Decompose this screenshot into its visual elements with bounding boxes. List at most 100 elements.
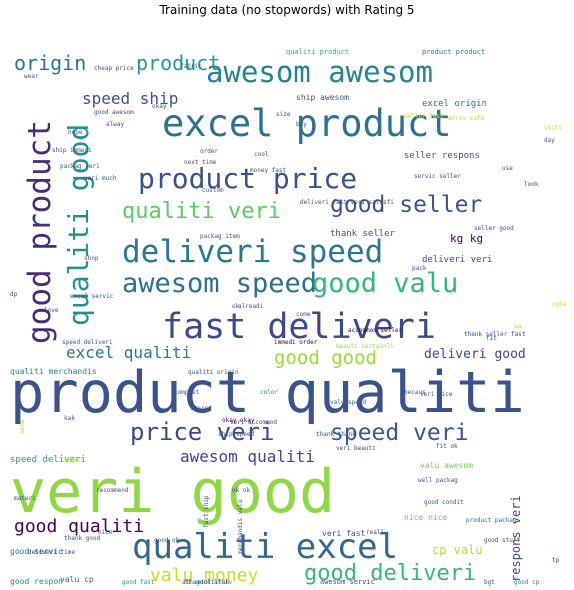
word-64: beauti certainli <box>336 343 394 350</box>
word-41: valu cp <box>60 575 94 584</box>
word-115: materi <box>14 495 36 502</box>
word-2: excel product <box>162 102 452 145</box>
word-65: immedi order <box>274 339 318 346</box>
word-105: wear <box>24 73 39 80</box>
word-32: deliveri veri <box>422 255 492 265</box>
word-58: good fast <box>122 579 155 586</box>
word-12: price veri <box>130 418 275 446</box>
word-78: use <box>502 165 513 172</box>
word-101: bgt <box>484 579 495 586</box>
word-113: nice <box>98 529 113 536</box>
word-40: good respon <box>10 577 63 586</box>
word-29: excel origin <box>422 99 487 109</box>
word-18: product <box>136 51 220 75</box>
word-22: excel qualiti <box>66 343 191 362</box>
word-92: okay <box>152 103 167 110</box>
word-49: excel servic <box>70 293 114 300</box>
word-90: next time <box>184 159 217 166</box>
word-33: speed deliveri <box>10 455 86 465</box>
word-0: veri good <box>10 457 335 527</box>
word-67: good stuff <box>484 537 521 544</box>
word-30: seller respons <box>404 151 480 161</box>
word-17: origin <box>14 51 86 75</box>
word-43: qualiti product <box>286 48 349 56</box>
word-104: fabric <box>180 63 202 70</box>
word-103: cheap price <box>94 65 134 72</box>
word-114: deliveri time <box>28 549 75 556</box>
word-124: dp <box>10 291 18 298</box>
word-44: product product <box>422 48 485 56</box>
word-122: ok ok <box>232 487 250 494</box>
word-109: recommend <box>96 487 129 494</box>
word-117: speed deliveri <box>62 339 113 346</box>
word-35: ship awesom <box>296 93 349 102</box>
word-76: okay okay <box>222 417 255 424</box>
word-88: servic seller <box>414 173 461 180</box>
word-85: cool <box>254 151 269 158</box>
word-87: packag veri <box>60 163 100 170</box>
word-123: tp <box>552 557 560 564</box>
word-9: qualiti good <box>62 124 95 326</box>
word-37: nice nice <box>404 513 448 522</box>
word-99: becaus <box>404 389 426 396</box>
word-96: packag item <box>200 233 240 240</box>
word-15: qualiti veri <box>122 199 281 224</box>
word-19: good good <box>274 347 377 369</box>
word-82: buy <box>296 121 307 128</box>
word-119: come <box>296 311 311 318</box>
word-118: good ok <box>154 537 180 544</box>
word-71: store <box>190 405 208 412</box>
word-75: color <box>260 389 278 396</box>
word-93: good awesom <box>94 109 134 116</box>
word-1: product qualiti <box>10 360 525 426</box>
word-36: valu awesom <box>420 461 473 470</box>
word-38: veri fast <box>322 529 366 538</box>
word-72: ok <box>232 303 240 310</box>
word-5: deliveri speed <box>122 234 383 270</box>
word-81: size <box>276 111 291 118</box>
word-60: good cp <box>514 579 540 586</box>
word-13: speed veri <box>330 420 468 446</box>
word-48: good condit <box>424 499 464 506</box>
chart-title: Training data (no stopwords) with Rating… <box>159 3 415 17</box>
word-42: awesom servic <box>320 578 375 586</box>
word-116: super <box>64 457 82 464</box>
word-84: still <box>544 125 562 132</box>
word-56: merchandis valu <box>237 499 244 554</box>
word-107: reall <box>366 529 384 536</box>
word-34: qualiti merchandis <box>10 367 97 376</box>
word-8: product price <box>138 162 357 195</box>
word-50: veri accommod <box>230 419 277 426</box>
word-6: good product <box>22 120 58 344</box>
word-cloud: veri good product qualiti excel product fas… <box>10 48 567 586</box>
word-77: hi <box>184 579 192 586</box>
word-7: awesom awesom <box>206 55 433 89</box>
word-3: fast deliveri <box>162 307 436 347</box>
word-16: good deliveri <box>304 561 476 586</box>
word-20: good qualiti <box>14 516 144 537</box>
word-98: pack <box>412 265 427 272</box>
word-108: kak <box>64 415 75 422</box>
word-83: day <box>544 137 555 144</box>
word-11: good valu <box>312 268 458 299</box>
word-31: thank seller <box>330 229 396 239</box>
word-112: fit ok <box>436 443 458 450</box>
word-63: alhamdulillah <box>182 579 229 586</box>
word-52: thank thank <box>316 431 356 438</box>
word-4: qualiti excel <box>132 527 398 567</box>
word-73: fit <box>486 335 497 342</box>
word-89: veri much <box>84 175 117 182</box>
word-25: deliveri good <box>424 347 526 362</box>
word-79: order <box>200 148 218 155</box>
word-91: alway <box>106 121 124 128</box>
word-62: ship immedi <box>52 147 92 154</box>
word-57: deliveri fast veri satisfi <box>300 199 394 206</box>
word-24: awesom qualiti <box>180 447 315 466</box>
word-28: kg kg <box>450 232 483 245</box>
word-80: hope <box>68 129 83 136</box>
word-95: arriv safe <box>448 115 485 122</box>
word-45: accommod seller <box>348 327 403 334</box>
word-51: ship speed <box>218 431 255 438</box>
word-53: veri beauti <box>336 445 376 452</box>
word-86: custom <box>202 187 224 194</box>
